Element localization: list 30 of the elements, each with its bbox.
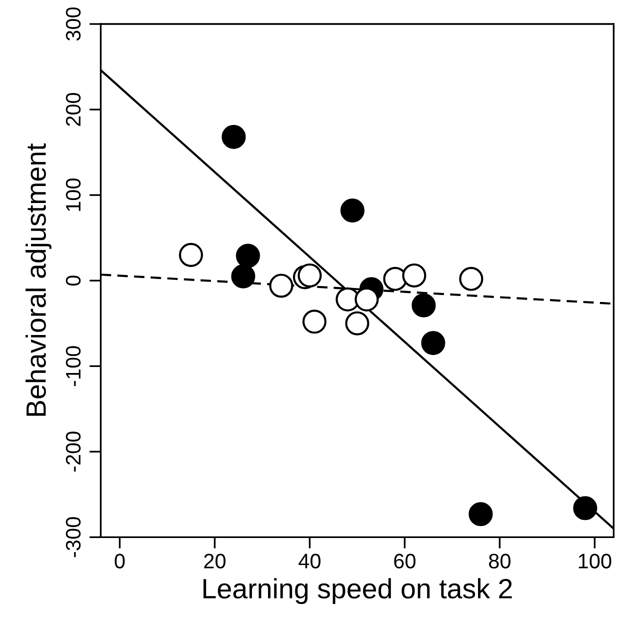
point bbox=[269, 274, 294, 298]
point bbox=[231, 264, 256, 288]
point bbox=[468, 502, 493, 526]
y-tick-label: -200 bbox=[66, 432, 81, 472]
x-tick-label: 60 bbox=[394, 554, 416, 568]
point bbox=[573, 496, 598, 520]
point bbox=[302, 310, 326, 334]
point bbox=[421, 331, 446, 356]
y-tick-label: -300 bbox=[66, 517, 81, 558]
y-tick-label: 0 bbox=[66, 276, 81, 286]
y-tick-label: -100 bbox=[66, 346, 81, 386]
point bbox=[178, 242, 203, 267]
point bbox=[402, 263, 426, 288]
x-tick-label: 80 bbox=[489, 554, 510, 568]
y-tick-label: 200 bbox=[66, 92, 81, 126]
x-tick-label: 40 bbox=[298, 554, 320, 568]
x-tick-label: 20 bbox=[204, 554, 226, 568]
x-axis-title: Learning speed on task 2 bbox=[204, 578, 512, 604]
y-tick-label: 300 bbox=[66, 7, 81, 41]
y-axis-title: Behavioral adjustment bbox=[26, 143, 52, 416]
y-tick-label: 100 bbox=[66, 178, 81, 211]
point bbox=[345, 311, 370, 336]
point bbox=[412, 293, 436, 318]
point bbox=[236, 244, 260, 268]
x-tick-label: 0 bbox=[114, 554, 125, 568]
point bbox=[298, 263, 322, 288]
point bbox=[222, 124, 246, 149]
x-tick-label: 100 bbox=[578, 554, 612, 568]
point bbox=[459, 266, 484, 291]
point bbox=[340, 198, 364, 222]
